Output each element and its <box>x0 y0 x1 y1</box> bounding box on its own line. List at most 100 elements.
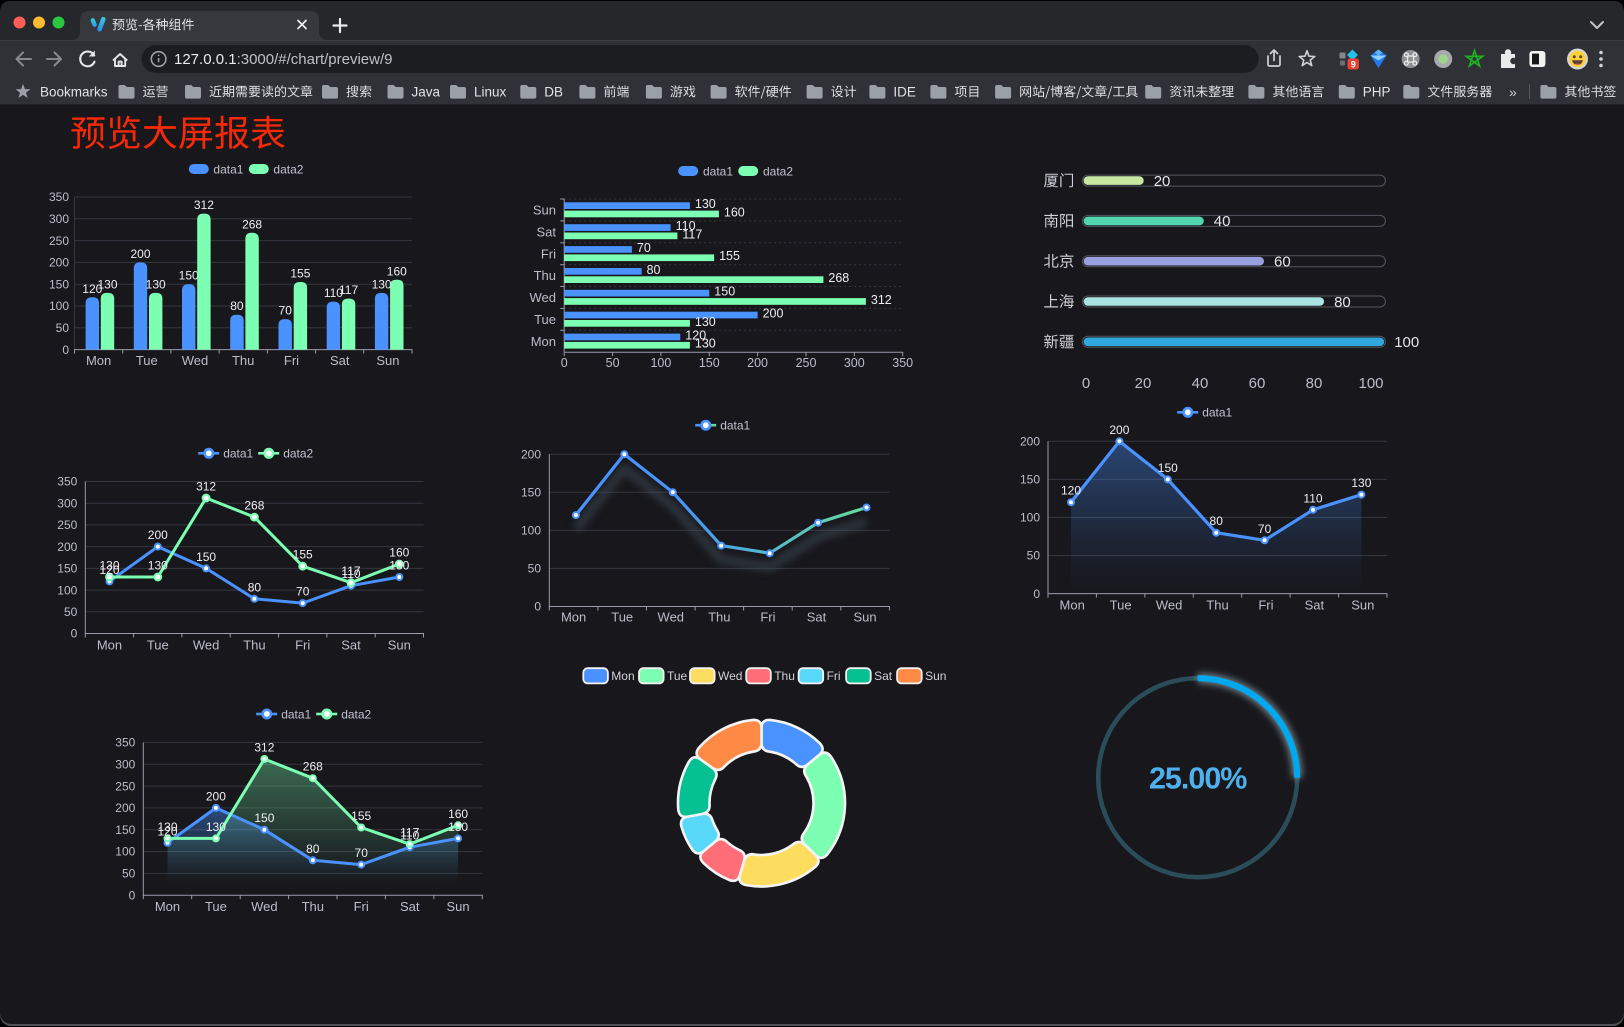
svg-text:120: 120 <box>82 282 102 296</box>
svg-text:150: 150 <box>699 356 720 370</box>
svg-text:312: 312 <box>871 293 892 307</box>
svg-text:data1: data1 <box>281 707 311 721</box>
svg-text:70: 70 <box>296 585 310 599</box>
svg-text:Tue: Tue <box>534 312 556 327</box>
svg-text:155: 155 <box>351 809 371 823</box>
svg-text:350: 350 <box>892 356 913 370</box>
svg-text:110: 110 <box>400 829 419 843</box>
svg-text:Wed: Wed <box>530 290 557 305</box>
svg-text:Fri: Fri <box>1258 598 1273 613</box>
svg-text:110: 110 <box>324 286 343 300</box>
svg-text:200: 200 <box>206 789 226 803</box>
svg-text:Thu: Thu <box>534 268 556 283</box>
svg-text:Sat: Sat <box>874 669 893 683</box>
svg-text:268: 268 <box>828 271 849 285</box>
svg-text:Mon: Mon <box>86 353 111 368</box>
svg-text:80: 80 <box>647 263 661 277</box>
svg-text:130: 130 <box>389 559 409 573</box>
svg-text:40: 40 <box>1214 213 1231 230</box>
svg-text:»: » <box>1509 84 1517 100</box>
svg-text:50: 50 <box>64 605 78 619</box>
svg-text:PHP: PHP <box>1363 84 1391 99</box>
svg-text:Fri: Fri <box>541 246 556 261</box>
svg-text:Thu: Thu <box>1206 598 1228 613</box>
svg-text:117: 117 <box>682 227 702 241</box>
svg-text:80: 80 <box>1334 294 1351 311</box>
svg-text:Mon: Mon <box>531 334 556 349</box>
svg-text:data1: data1 <box>1202 406 1232 420</box>
svg-text:0: 0 <box>129 888 136 902</box>
svg-text:130: 130 <box>448 820 468 834</box>
svg-text:Sun: Sun <box>533 203 556 218</box>
svg-text:150: 150 <box>1020 473 1040 487</box>
svg-text:200: 200 <box>747 356 768 370</box>
svg-text:130: 130 <box>148 559 168 573</box>
svg-text:0: 0 <box>1033 587 1040 601</box>
svg-text:data2: data2 <box>283 447 313 461</box>
svg-text:100: 100 <box>1358 375 1383 392</box>
svg-text:50: 50 <box>606 356 620 370</box>
svg-text:117: 117 <box>339 283 358 297</box>
svg-text:130: 130 <box>372 277 392 291</box>
svg-text:160: 160 <box>389 546 409 560</box>
svg-text:160: 160 <box>724 205 745 219</box>
svg-text:130: 130 <box>97 277 117 291</box>
svg-text:Mon: Mon <box>611 669 634 683</box>
svg-text:data1: data1 <box>703 164 733 178</box>
svg-text:150: 150 <box>196 550 216 564</box>
svg-text:Java: Java <box>412 84 441 99</box>
svg-text:200: 200 <box>148 528 168 542</box>
svg-text:100: 100 <box>521 524 541 538</box>
svg-text:155: 155 <box>290 267 310 281</box>
svg-text:data2: data2 <box>273 162 303 176</box>
svg-text:25.00%: 25.00% <box>1149 762 1247 796</box>
svg-text:Sun: Sun <box>447 899 470 914</box>
svg-text:Fri: Fri <box>295 638 310 653</box>
svg-text:Tue: Tue <box>667 669 688 683</box>
svg-text:300: 300 <box>115 757 135 771</box>
svg-text:250: 250 <box>796 356 817 370</box>
svg-text:60: 60 <box>1249 375 1266 392</box>
svg-text:350: 350 <box>115 736 135 750</box>
svg-text:100: 100 <box>115 845 135 859</box>
svg-text:117: 117 <box>341 564 360 578</box>
svg-text:data1: data1 <box>720 419 750 433</box>
svg-text:130: 130 <box>99 559 119 573</box>
svg-text:Mon: Mon <box>1060 598 1085 613</box>
svg-text:Sun: Sun <box>388 638 411 653</box>
svg-text:100: 100 <box>650 356 671 370</box>
svg-text:200: 200 <box>763 307 784 321</box>
svg-text:200: 200 <box>1109 423 1129 437</box>
svg-text:Sat: Sat <box>330 353 350 368</box>
svg-text:160: 160 <box>387 264 407 278</box>
svg-text:200: 200 <box>57 540 77 554</box>
svg-text:120: 120 <box>157 824 177 838</box>
svg-text:250: 250 <box>115 779 135 793</box>
svg-text:Sun: Sun <box>925 669 946 683</box>
svg-text:130: 130 <box>146 277 166 291</box>
svg-text:300: 300 <box>49 212 69 226</box>
svg-text:Sat: Sat <box>400 899 420 914</box>
svg-text:50: 50 <box>1027 549 1041 563</box>
svg-text:268: 268 <box>244 499 264 513</box>
svg-text:80: 80 <box>230 299 244 313</box>
svg-text:Sun: Sun <box>1351 598 1374 613</box>
svg-text:Thu: Thu <box>232 353 254 368</box>
svg-text:150: 150 <box>714 285 735 299</box>
svg-text:120: 120 <box>1061 484 1081 498</box>
svg-text:100: 100 <box>1020 511 1040 525</box>
svg-text:70: 70 <box>637 241 651 255</box>
svg-text:50: 50 <box>528 562 542 576</box>
svg-text:268: 268 <box>303 760 323 774</box>
svg-text:200: 200 <box>130 247 150 261</box>
svg-text:80: 80 <box>1210 514 1224 528</box>
svg-text:70: 70 <box>1258 522 1272 536</box>
svg-text:200: 200 <box>1020 435 1040 449</box>
svg-text:200: 200 <box>49 256 69 270</box>
svg-text:150: 150 <box>115 823 135 837</box>
svg-text:312: 312 <box>196 480 216 494</box>
svg-text:Sat: Sat <box>341 638 361 653</box>
svg-text:data2: data2 <box>763 164 793 178</box>
svg-text:80: 80 <box>306 842 320 856</box>
svg-text:117: 117 <box>400 826 419 840</box>
